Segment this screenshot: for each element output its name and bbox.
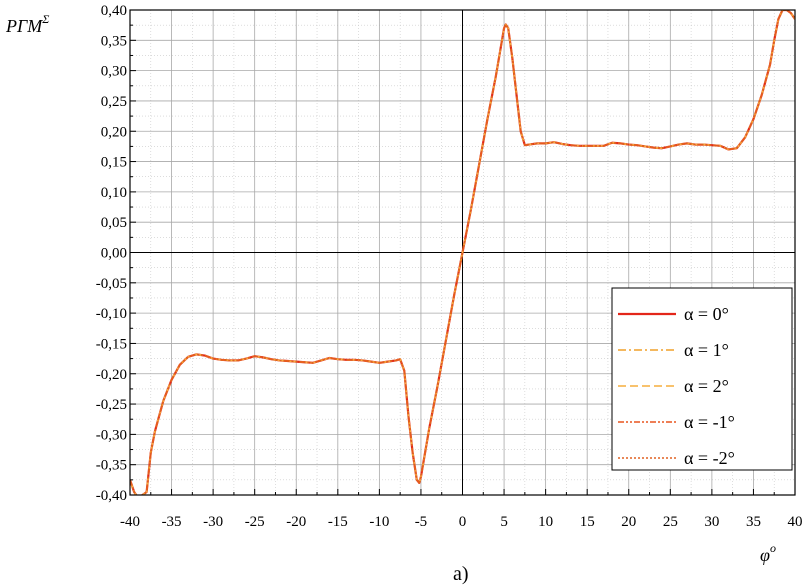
y-tick-label: 0,10 (101, 185, 127, 201)
x-axis-title-sup: o (770, 541, 776, 555)
y-tick-label: 0,00 (101, 246, 127, 262)
x-tick-label: 35 (746, 514, 761, 530)
series-line (130, 10, 795, 495)
x-tick-label: -25 (245, 514, 265, 530)
legend: α = 0° α = 1° α = 2° α = -1° α = -2° (611, 287, 793, 471)
y-axis-title: PГMΣ (5, 12, 49, 36)
y-axis-title-main: PГM (5, 16, 43, 36)
x-tick-label: -20 (286, 514, 306, 530)
legend-label: α = 1° (684, 340, 729, 360)
x-axis-title-main: φ (760, 545, 770, 565)
figure-caption: a) (453, 563, 469, 585)
y-tick-label: -0,20 (96, 367, 127, 383)
x-axis-title: φo (760, 541, 776, 565)
legend-label: α = -1° (684, 412, 735, 432)
y-tick-label: -0,05 (96, 276, 127, 292)
y-tick-label: -0,35 (96, 458, 127, 474)
y-tick-label: 0,40 (101, 3, 127, 19)
x-tick-label: 0 (459, 514, 467, 530)
y-tick-label: 0,20 (101, 124, 127, 140)
y-tick-label: 0,05 (101, 215, 127, 231)
x-tick-label: 5 (500, 514, 508, 530)
x-tick-label: -30 (203, 514, 223, 530)
x-tick-label: -5 (415, 514, 428, 530)
legend-box (611, 287, 793, 471)
x-tick-label: -35 (162, 514, 182, 530)
axis-ticks: -40 -35 -30 -25 -20 -15 -10 -5 0 5 10 15 20 25 30 35 40 0… (96, 3, 803, 530)
x-tick-label: 20 (621, 514, 636, 530)
y-tick-label: -0,10 (96, 306, 127, 322)
x-tick-label: 15 (580, 514, 595, 530)
x-tick-label: -40 (120, 514, 140, 530)
x-tick-label: -10 (369, 514, 389, 530)
y-tick-label: 0,30 (101, 64, 127, 80)
y-tick-label: 0,25 (101, 94, 127, 110)
legend-label: α = -2° (684, 448, 735, 468)
series-lines (130, 10, 795, 495)
x-tick-label: 25 (663, 514, 678, 530)
x-tick-label: 30 (704, 514, 719, 530)
x-tick-label: 40 (788, 514, 803, 530)
y-tick-label: -0,25 (96, 397, 127, 413)
y-axis-title-sup: Σ (41, 12, 49, 26)
legend-label: α = 0° (684, 304, 729, 324)
x-tick-label: 10 (538, 514, 553, 530)
y-tick-label: 0,15 (101, 155, 127, 171)
legend-label: α = 2° (684, 376, 729, 396)
y-tick-label: 0,35 (101, 33, 127, 49)
x-tick-label: -15 (328, 514, 348, 530)
y-tick-label: -0,30 (96, 427, 127, 443)
y-tick-label: -0,40 (96, 488, 127, 504)
y-tick-label: -0,15 (96, 336, 127, 352)
